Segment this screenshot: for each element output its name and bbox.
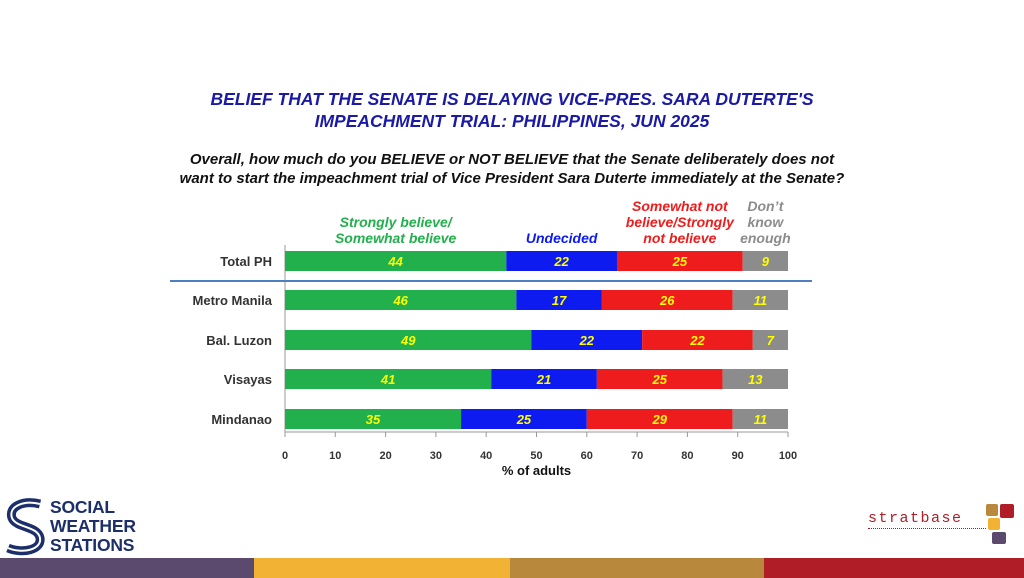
bar-segment [285,330,532,350]
footer-segment-red [764,558,1024,578]
category-label: Total PH [220,254,272,269]
stratbase-logo-tagline-rule [868,528,986,531]
data-label: 26 [659,293,675,308]
data-label: 25 [516,412,532,427]
x-tick-label: 40 [480,450,492,462]
footer-segment-purple [0,558,254,578]
category-label: Visayas [224,372,272,387]
data-label: 49 [400,333,416,348]
sws-logo: SOCIAL WEATHER STATIONS [4,498,164,556]
x-axis-title: % of adults [502,463,571,478]
chart-title-line-2: IMPEACHMENT TRIAL: PHILIPPINES, JUN 2025 [314,111,710,131]
survey-question: Overall, how much do you BELIEVE or NOT … [100,150,924,188]
x-tick-label: 0 [282,450,288,462]
legend-label: Somewhat believe [335,230,457,246]
legend-label: Don’t [747,198,784,214]
x-tick-label: 10 [329,450,341,462]
bar-segment [285,290,517,310]
legend-label: Somewhat not [632,198,729,214]
stratbase-squares-icon [986,504,1014,544]
stratbase-logo-text: stratbase [868,510,963,527]
bar-segment [752,330,788,350]
data-label: 22 [689,333,705,348]
x-tick-label: 100 [779,450,797,462]
chart-title: BELIEF THAT THE SENATE IS DELAYING VICE-… [0,88,1024,132]
x-tick-label: 20 [379,450,391,462]
bar-segment [732,290,788,310]
bar-segment [506,251,617,271]
x-tick-label: 50 [530,450,542,462]
footer-segment-yellow [254,558,510,578]
bar-segment [285,409,462,429]
legend-label: not believe [643,230,716,246]
bar-segment [531,330,643,350]
x-tick-label: 30 [430,450,442,462]
data-label: 22 [579,333,595,348]
legend-label: enough [740,230,791,246]
sws-logo-line-2: WEATHER [50,516,136,536]
sws-logo-line-3: STATIONS [50,535,135,555]
sws-logo-line-1: SOCIAL [50,497,115,517]
data-label: 7 [767,333,775,348]
data-label: 44 [387,254,403,269]
sws-s-logo-icon [6,498,45,556]
footer-segment-brown [510,558,764,578]
survey-question-line-2: want to start the impeachment trial of V… [179,170,845,187]
stratbase-logo: stratbase [868,504,1018,548]
x-tick-label: 70 [631,450,643,462]
legend-label: believe/Strongly [626,214,735,230]
bar-segment [722,369,788,389]
x-tick-label: 90 [732,450,744,462]
category-label: Bal. Luzon [206,333,272,348]
bar-segment [596,369,723,389]
bar-segment [285,251,507,271]
data-label: 9 [762,254,770,269]
data-label: 11 [754,412,768,427]
data-label: 25 [672,254,688,269]
category-label: Metro Manila [193,293,273,308]
bar-segment [285,369,492,389]
category-label: Mindanao [211,412,272,427]
legend-label: Undecided [526,230,598,246]
data-label: 29 [652,412,668,427]
x-tick-label: 60 [581,450,593,462]
survey-question-line-1: Overall, how much do you BELIEVE or NOT … [189,151,835,168]
data-label: 11 [754,293,768,308]
bar-segment [642,330,753,350]
chart-title-line-1: BELIEF THAT THE SENATE IS DELAYING VICE-… [210,89,814,109]
data-label: 21 [536,372,551,387]
legend-label: know [747,214,784,230]
data-label: 35 [366,412,381,427]
x-tick-label: 80 [681,450,693,462]
bar-segment [742,251,788,271]
bar-segment [601,290,733,310]
data-label: 22 [553,254,569,269]
data-label: 46 [392,293,408,308]
legend-label: Strongly believe/ [340,214,454,230]
bar-segment [516,290,602,310]
data-label: 25 [652,372,668,387]
bar-segment [586,409,733,429]
bar-segment [616,251,743,271]
bar-segment [491,369,597,389]
data-label: 41 [380,372,395,387]
bar-segment [461,409,587,429]
bar-segment [732,409,788,429]
data-label: 17 [552,293,567,308]
footer-color-bar [0,558,1024,578]
data-label: 13 [748,372,763,387]
